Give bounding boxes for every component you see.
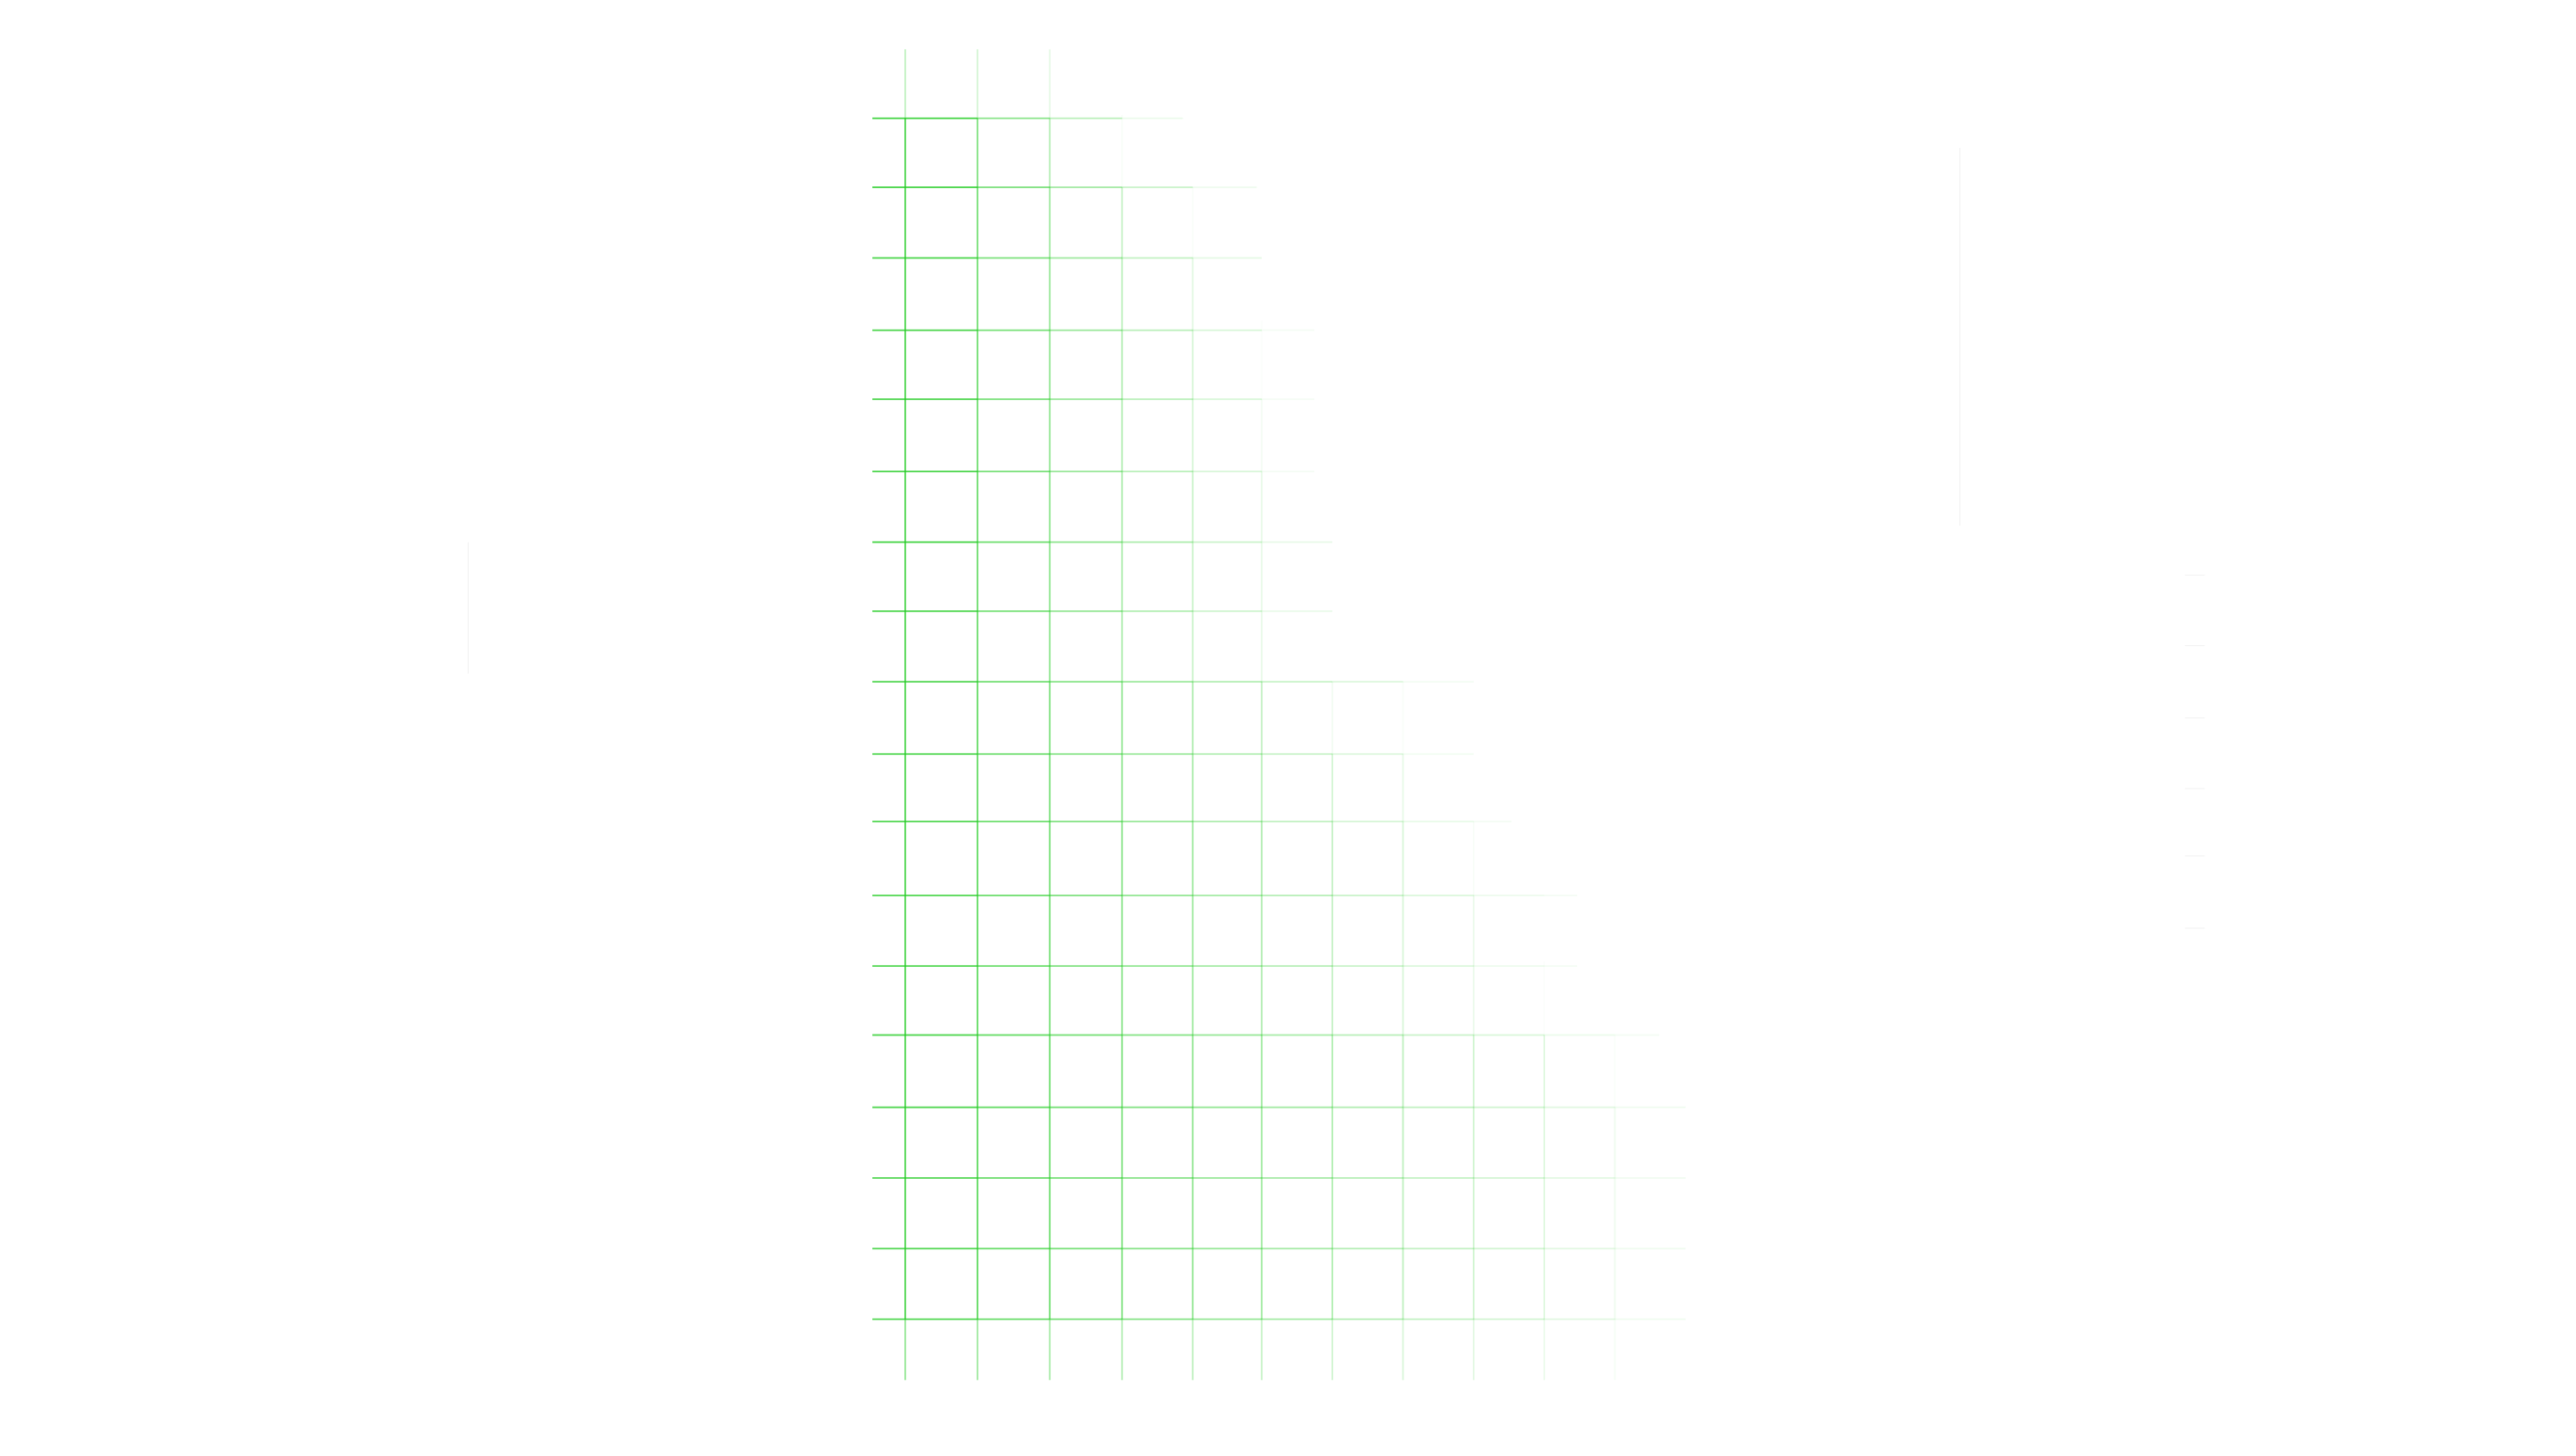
faint-grid-lines: [467, 147, 2205, 929]
grid-lines: [872, 49, 1686, 1380]
